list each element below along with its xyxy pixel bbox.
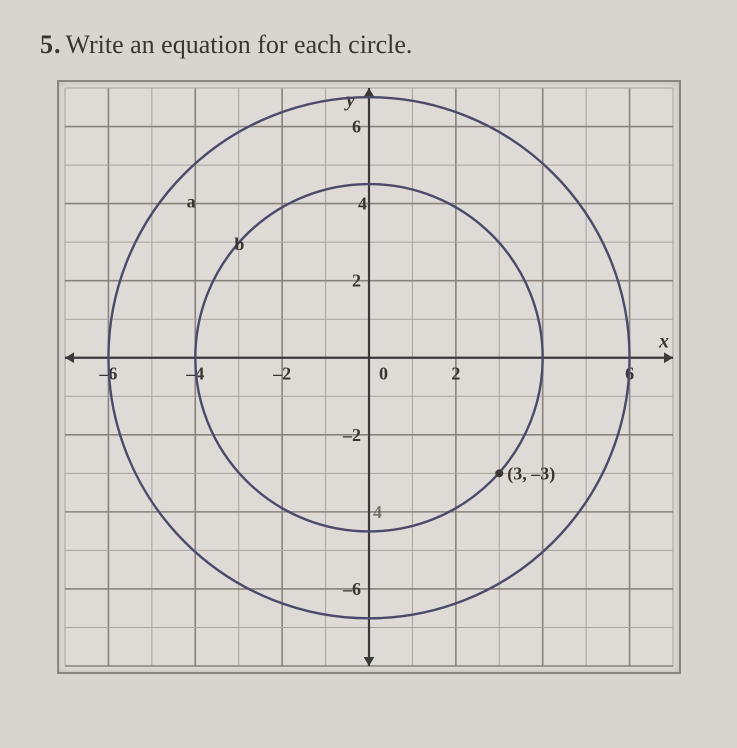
y-tick-label: 4 bbox=[373, 502, 382, 522]
question-number: 5. bbox=[40, 30, 62, 59]
axis-arrowhead bbox=[65, 352, 74, 363]
chart-container: –6–4–2026–6–22644xyab(3, –3) bbox=[20, 80, 717, 674]
y-tick-label: 4 bbox=[358, 194, 367, 214]
y-tick-label: –6 bbox=[342, 579, 361, 599]
circle-label-a: a bbox=[186, 191, 195, 211]
x-tick-label: –2 bbox=[272, 364, 291, 384]
circle-label-b: b bbox=[234, 234, 244, 254]
axis-arrowhead bbox=[363, 657, 374, 666]
point-label: (3, –3) bbox=[507, 463, 555, 484]
plotted-point bbox=[495, 469, 503, 477]
y-tick-label: –2 bbox=[342, 425, 361, 445]
question-line: 5. Write an equation for each circle. bbox=[40, 30, 697, 60]
y-tick-label: 2 bbox=[352, 271, 361, 291]
x-axis-label: x bbox=[658, 331, 669, 353]
x-tick-label: 0 bbox=[379, 364, 388, 384]
axis-arrowhead bbox=[363, 88, 374, 97]
x-tick-label: 2 bbox=[451, 364, 460, 384]
y-axis-label: y bbox=[344, 89, 355, 111]
y-tick-label: 6 bbox=[352, 117, 361, 137]
question-text: Write an equation for each circle. bbox=[66, 30, 413, 59]
axis-arrowhead bbox=[664, 352, 673, 363]
coordinate-plane: –6–4–2026–6–22644xyab(3, –3) bbox=[57, 80, 681, 674]
